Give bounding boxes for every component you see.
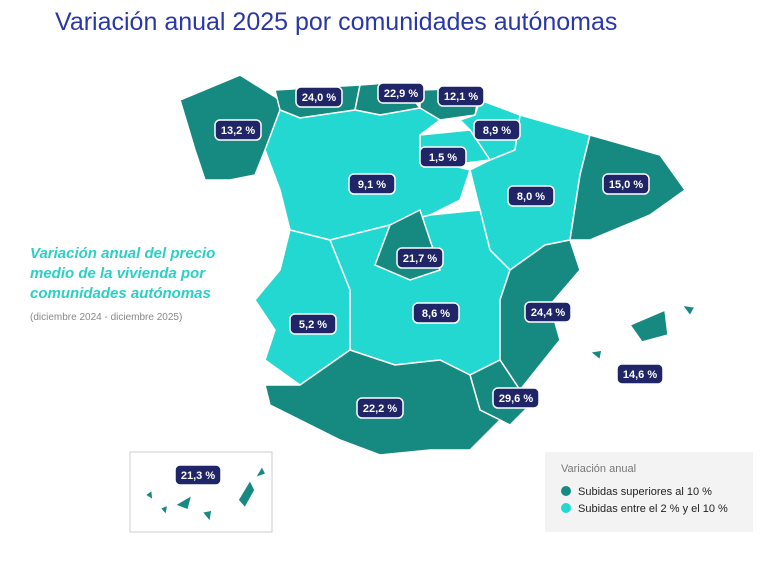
description-line: medio de la vivienda por [30, 265, 206, 282]
legend-item: Subidas superiores al 10 % [578, 486, 712, 498]
region-label: 13,2 % [221, 125, 255, 137]
region-shape [588, 349, 603, 362]
region-shape [680, 303, 697, 318]
region-label: 1,5 % [429, 152, 457, 164]
label-box [412, 302, 460, 324]
region-label: 14,6 % [623, 369, 657, 381]
region-labels: 13,2 % 24,0 % 22,9 % 12,1 % 8,9 % 1,5 % 9,1 % 8… [174, 82, 664, 486]
legend-swatch [561, 486, 571, 496]
label-box [348, 173, 396, 195]
region-shape [253, 464, 268, 480]
period: (diciembre 2024 - diciembre 2025) [30, 312, 182, 323]
legend-title: Variación anual [561, 463, 636, 475]
region-shape [200, 509, 213, 524]
region-label: 15,0 % [609, 179, 643, 191]
region-label: 22,9 % [384, 88, 418, 100]
label-box [295, 86, 343, 108]
region-label: 21,7 % [403, 253, 437, 265]
region-shape [628, 308, 669, 343]
label-box [616, 363, 664, 385]
region-shape [254, 229, 351, 386]
region-label: 8,9 % [483, 125, 511, 137]
label-box [214, 119, 262, 141]
label-box [377, 82, 425, 104]
region-shape [158, 503, 170, 517]
region-label: 22,2 % [363, 403, 397, 415]
region-shape [237, 478, 256, 510]
label-box [492, 387, 540, 409]
label-box [419, 146, 467, 168]
legend: Variación anual Subidas superiores al 10… [545, 452, 753, 532]
region-label: 8,6 % [422, 308, 450, 320]
region-label: 29,6 % [499, 393, 533, 405]
label-box [473, 119, 521, 141]
legend-swatch [561, 503, 571, 513]
region-shape [143, 488, 154, 502]
label-box [289, 313, 337, 335]
label-box [396, 247, 444, 269]
region-label: 24,4 % [531, 307, 565, 319]
label-box [602, 173, 650, 195]
description-line: comunidades autónomas [30, 285, 211, 302]
region-label: 8,0 % [517, 191, 545, 203]
legend-item: Subidas entre el 2 % y el 10 % [578, 503, 728, 515]
region-label: 9,1 % [358, 179, 386, 191]
description: Variación anual del precio medio de la v… [30, 245, 215, 323]
label-box [524, 301, 572, 323]
region-shape [173, 493, 194, 511]
region-label: 5,2 % [299, 319, 327, 331]
region-label: 24,0 % [302, 92, 336, 104]
map [129, 74, 697, 533]
label-box [174, 464, 222, 486]
legend-box [545, 452, 753, 532]
title: Variación anual 2025 por comunidades aut… [55, 8, 617, 36]
region-label: 21,3 % [181, 470, 215, 482]
region-label: 12,1 % [444, 91, 478, 103]
label-box [356, 397, 404, 419]
label-box [437, 85, 485, 107]
label-box [507, 185, 555, 207]
description-line: Variación anual del precio [30, 245, 215, 262]
